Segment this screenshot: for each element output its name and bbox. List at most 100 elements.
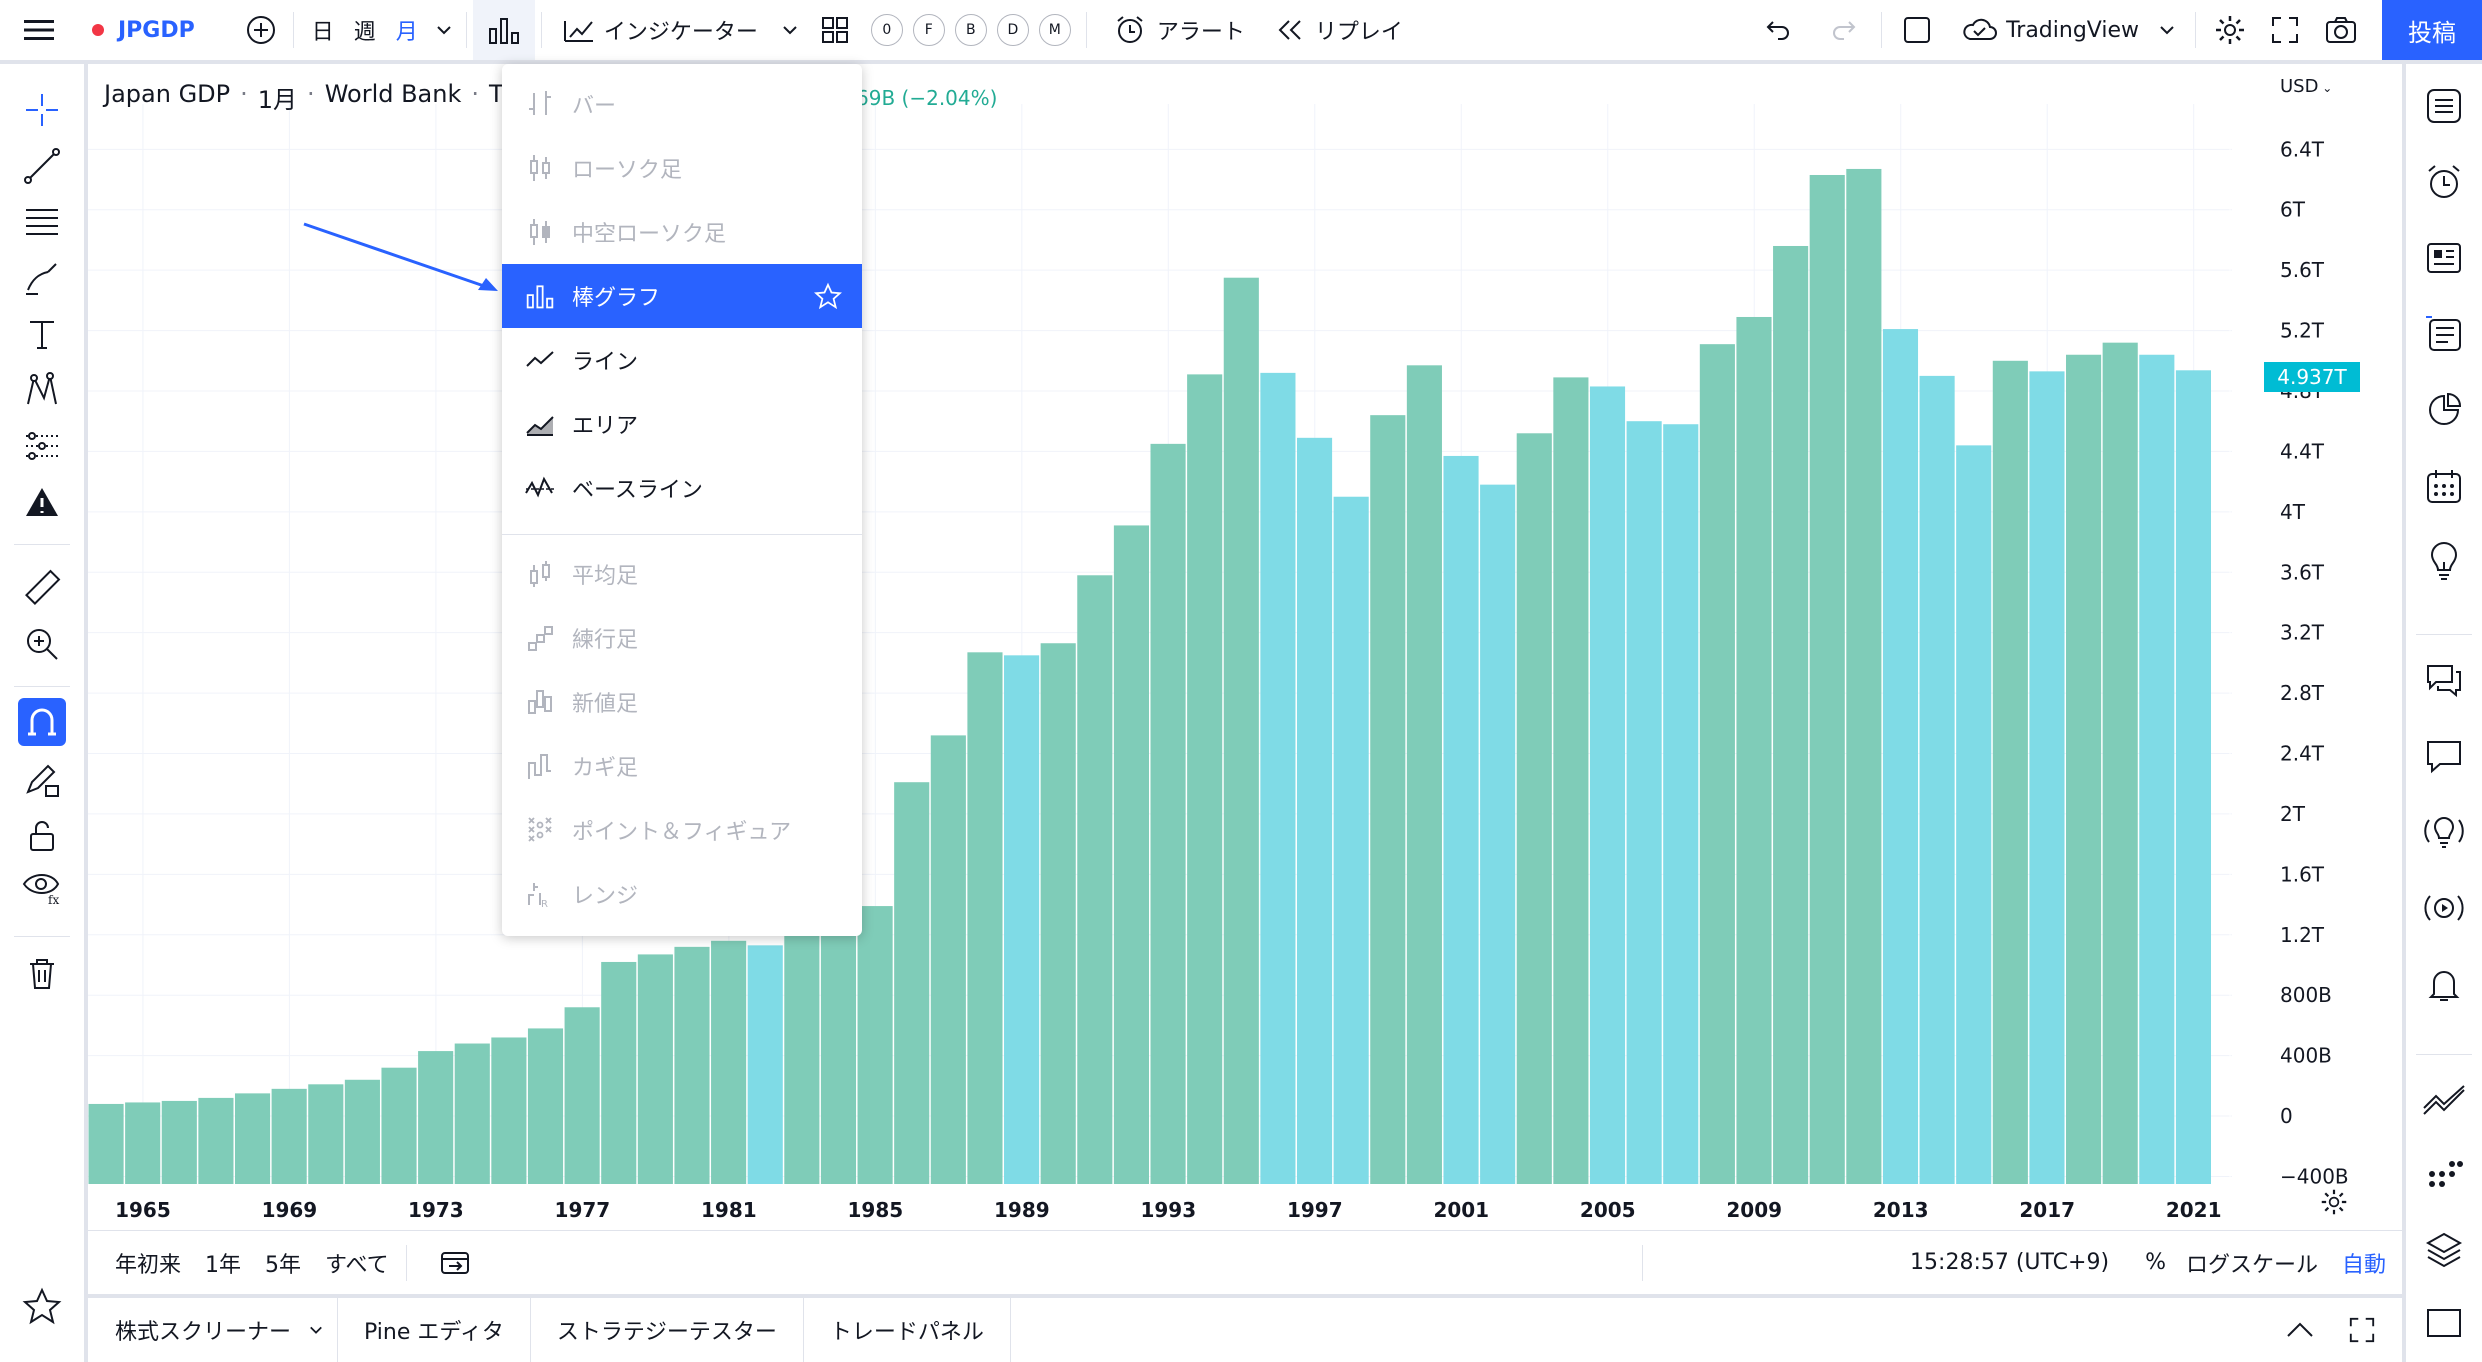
chart-bar[interactable]: [637, 954, 673, 1184]
chart-pane[interactable]: 6.4T6T5.6T5.2T4.8T4.4T4T3.6T3.2T2.8T2.4T…: [88, 64, 2402, 1294]
chart-bar[interactable]: [161, 1100, 197, 1184]
chart-bar[interactable]: [491, 1037, 527, 1184]
interval-month[interactable]: 月: [386, 0, 428, 60]
chats-button[interactable]: [2420, 656, 2468, 704]
chart-bar[interactable]: [601, 961, 637, 1184]
trend-line-tool[interactable]: [18, 142, 66, 190]
calendar-button[interactable]: [2420, 462, 2468, 510]
object-tree-button[interactable]: [2420, 1226, 2468, 1274]
streams-button[interactable]: [2420, 808, 2468, 856]
chart-bar[interactable]: [711, 940, 747, 1184]
measure-tool[interactable]: [18, 564, 66, 612]
maximize-panel-button[interactable]: [2338, 1316, 2402, 1344]
trading-button[interactable]: [2420, 1074, 2468, 1122]
menu-button[interactable]: [0, 0, 84, 60]
chart-bar[interactable]: [1370, 415, 1406, 1184]
alert-button[interactable]: アラート: [1093, 0, 1255, 60]
icons-tool[interactable]: [18, 478, 66, 526]
symbol-search-button[interactable]: JPGDP: [84, 0, 205, 60]
percent-toggle[interactable]: %: [2145, 1250, 2166, 1275]
interval-dropdown-button[interactable]: [428, 0, 460, 60]
chart-plot[interactable]: 6.4T6T5.6T5.2T4.8T4.4T4T3.6T3.2T2.8T2.4T…: [88, 64, 2402, 1294]
chart-bar[interactable]: [454, 1043, 490, 1184]
favorite-star-icon[interactable]: [814, 282, 842, 310]
chart-bar[interactable]: [1333, 496, 1369, 1184]
brush-tool[interactable]: [18, 254, 66, 302]
chart-type-heikin-ashi[interactable]: 平均足: [502, 542, 862, 606]
remove-drawings-tool[interactable]: [18, 950, 66, 998]
clock-label[interactable]: 15:28:57 (UTC+9): [1910, 1250, 2110, 1275]
chart-type-baseline[interactable]: ベースライン: [502, 456, 862, 520]
chart-type-candles[interactable]: ローソク足: [502, 136, 862, 200]
chart-bar[interactable]: [820, 919, 857, 1184]
chart-bar[interactable]: [1809, 174, 1845, 1184]
tab-trading-panel[interactable]: トレードパネル: [804, 1298, 1011, 1362]
chart-bar[interactable]: [88, 1103, 124, 1184]
chart-type-area[interactable]: エリア: [502, 392, 862, 456]
scale-settings-gear-icon[interactable]: [2320, 1188, 2348, 1216]
chart-type-line[interactable]: ライン: [502, 328, 862, 392]
chart-bar[interactable]: [1956, 445, 1992, 1185]
favorites-tool[interactable]: [18, 1282, 66, 1330]
text-tool[interactable]: [18, 310, 66, 358]
chart-bar[interactable]: [967, 652, 1003, 1184]
badge-b[interactable]: B: [954, 14, 987, 46]
snapshot-button[interactable]: [2312, 0, 2370, 60]
chart-bar[interactable]: [1992, 360, 2028, 1184]
chart-bar[interactable]: [1077, 575, 1113, 1184]
chart-bar[interactable]: [2175, 370, 2211, 1184]
chart-bar[interactable]: [1113, 525, 1149, 1184]
watchlist-button[interactable]: [2420, 82, 2468, 130]
chart-bar[interactable]: [1663, 424, 1699, 1185]
log-scale-toggle[interactable]: ログスケール: [2185, 1252, 2318, 1278]
ideas-button[interactable]: [2420, 538, 2468, 586]
fullscreen-button[interactable]: [2258, 0, 2312, 60]
chart-bar[interactable]: [2102, 342, 2138, 1184]
chart-type-kagi[interactable]: カギ足: [502, 734, 862, 798]
chart-bar[interactable]: [198, 1097, 234, 1184]
chart-bar[interactable]: [1553, 377, 1589, 1185]
goto-date-button[interactable]: [439, 1249, 471, 1277]
auto-scale-toggle[interactable]: 自動: [2341, 1252, 2386, 1278]
interval-day[interactable]: 日: [300, 0, 344, 60]
range-1y[interactable]: 1年: [205, 1252, 242, 1278]
chart-bar[interactable]: [1589, 386, 1626, 1184]
chart-bar[interactable]: [344, 1079, 380, 1184]
badge-f[interactable]: F: [912, 14, 945, 46]
chart-bar[interactable]: [1406, 365, 1442, 1184]
data-window-button[interactable]: [2420, 386, 2468, 434]
chart-bar[interactable]: [271, 1088, 307, 1184]
chart-bar[interactable]: [930, 735, 966, 1184]
chart-bar[interactable]: [1882, 329, 1919, 1184]
hide-tool[interactable]: fx: [18, 862, 66, 910]
range-all[interactable]: すべて: [325, 1252, 389, 1278]
replay-button[interactable]: リプレイ: [1255, 0, 1413, 60]
compare-button[interactable]: [205, 0, 287, 60]
chart-bar[interactable]: [1736, 316, 1772, 1184]
chart-type-line-break[interactable]: 新値足: [502, 670, 862, 734]
indicators-button[interactable]: インジケーター: [548, 0, 808, 60]
badge-0[interactable]: 0: [870, 14, 903, 46]
alerts-button[interactable]: [2420, 158, 2468, 206]
interval-week[interactable]: 週: [344, 0, 386, 60]
chart-bar[interactable]: [1773, 245, 1809, 1184]
chart-bar[interactable]: [784, 928, 820, 1184]
prediction-tool[interactable]: [18, 422, 66, 470]
chart-bar[interactable]: [1260, 372, 1296, 1184]
chart-bar[interactable]: [1296, 437, 1333, 1184]
fullscreen-layout-button[interactable]: [1888, 0, 1946, 60]
chart-bar[interactable]: [1699, 344, 1735, 1184]
fib-tool[interactable]: [18, 198, 66, 246]
lock-all-tool[interactable]: [18, 812, 66, 860]
chart-type-range[interactable]: R レンジ: [502, 862, 862, 926]
live-button[interactable]: [2420, 884, 2468, 932]
chart-bar[interactable]: [1187, 374, 1223, 1184]
chart-bar[interactable]: [1223, 277, 1259, 1184]
chart-bar[interactable]: [1443, 455, 1479, 1184]
chart-type-bars[interactable]: バー: [502, 72, 862, 136]
badge-d[interactable]: D: [996, 14, 1029, 46]
chart-bar[interactable]: [674, 946, 710, 1184]
chart-bar[interactable]: [381, 1067, 417, 1184]
tab-pine-editor[interactable]: Pine エディタ: [338, 1298, 531, 1362]
chart-bar[interactable]: [1626, 421, 1662, 1185]
